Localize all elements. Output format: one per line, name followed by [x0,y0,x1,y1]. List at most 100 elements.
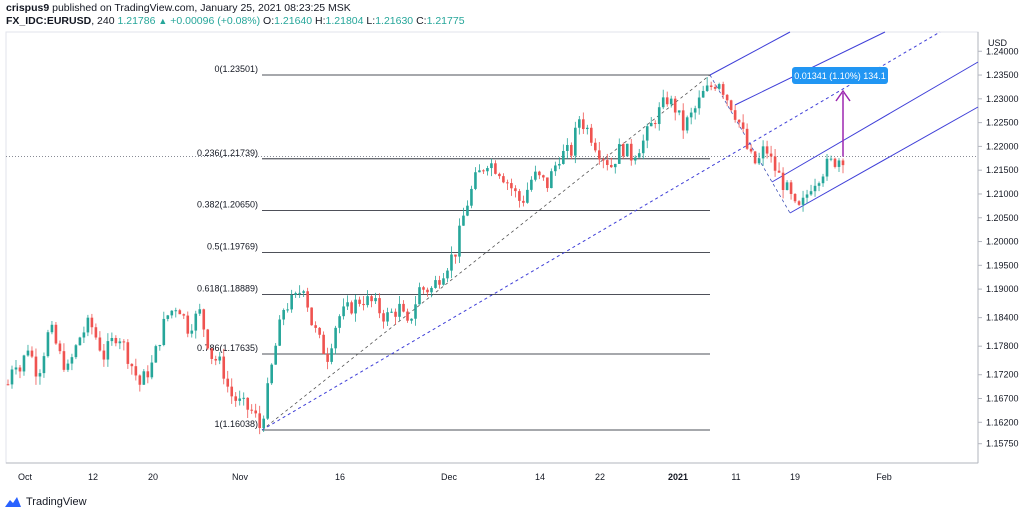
candle-body [182,314,186,316]
candle-body [82,332,86,338]
candle-body [418,287,421,305]
fib-level-label: 0(1.23501) [214,64,258,74]
candle-body [226,378,230,387]
candle-body [781,172,785,190]
candle-body [486,168,489,172]
candle-body [170,310,174,316]
candle-body [462,215,465,226]
y-tick-label: 1.22500 [986,118,1019,128]
candle-body [490,163,493,169]
candle-body [86,317,90,333]
candle-body [773,156,777,171]
candle-body [238,398,242,401]
candle-body [162,318,166,345]
candles [6,76,845,435]
candle-body [554,165,557,172]
candle-body [777,170,781,173]
currency-label: USD [988,38,1008,48]
candle-body [154,346,158,363]
open-value: 1.21640 [274,15,313,27]
candle-body [458,225,461,257]
candle-body [761,146,765,159]
fib-level-label: 0.236(1.21739) [197,148,258,158]
candle-body [122,341,126,343]
candle-body [358,299,361,304]
candle-body [737,119,741,123]
candle-body [70,357,74,364]
chart-header: crispus9 published on TradingView.com, J… [6,2,966,30]
candle-body [677,110,681,113]
y-tick-label: 1.23500 [986,70,1019,80]
candle-body [629,143,633,161]
y-tick-label: 1.16700 [986,394,1019,404]
candle-body [713,86,717,89]
candle-body [38,373,42,377]
brand-label[interactable]: TradingView [26,496,87,508]
candle-body [689,112,693,118]
x-tick-label: Oct [18,472,33,482]
candle-body [546,177,549,189]
candle-body [150,362,154,378]
candle-body [617,144,621,164]
candle-body [198,309,202,314]
pitchfork-lower-line [789,106,979,214]
candle-body [354,299,357,314]
candle-body [282,309,285,320]
candle-body [146,371,150,378]
candle-body [482,170,485,172]
candle-body [338,316,341,328]
candle-body [34,356,38,377]
candle-body [218,356,222,361]
x-tick-label: 11 [731,472,740,482]
candle-body [194,313,198,331]
candle-body [398,303,401,317]
candle-body [402,303,405,312]
candle-body [765,146,769,154]
fib-level-label: 0.382(1.20650) [197,200,258,210]
candle-body [366,296,369,306]
candle-body [98,337,102,351]
candle-body [697,97,701,109]
candle-body [470,188,473,206]
candle-body [78,337,82,346]
x-tick-label: Nov [232,472,249,482]
candle-body [745,128,749,149]
x-tick-label: 12 [88,472,98,482]
candle-body [414,304,417,319]
candle-body [757,158,761,164]
candle-body [430,287,433,293]
candle-body [142,371,146,385]
candle-body [130,363,134,367]
candle-body [342,306,345,317]
y-tick-label: 1.20000 [986,237,1019,247]
candle-body [298,292,301,294]
candle-body [729,100,733,111]
candle-body [326,353,329,362]
candle-body [42,356,46,374]
y-tick-label: 1.22000 [986,141,1019,151]
fib-trend-line [261,74,711,431]
candle-body [817,183,821,186]
candle-body [701,90,705,98]
candle-body [510,183,513,189]
candle-body [94,327,98,338]
author-name[interactable]: crispus9 [6,2,50,14]
candle-body [426,289,429,293]
candle-body [649,123,653,127]
y-tick-label: 1.15750 [986,439,1019,449]
x-tick-label: 19 [790,472,800,482]
candle-body [558,163,561,166]
candle-body [266,383,269,419]
candle-body [538,171,541,176]
candle-body [14,367,18,370]
candle-body [114,337,118,344]
candle-body [530,179,533,190]
candle-body [609,164,613,168]
candle-body [306,291,309,308]
y-tick-label: 1.19500 [986,260,1019,270]
candle-body [478,170,481,173]
candle-body [210,348,214,359]
candle-body [813,185,817,192]
price-change: +0.00096 (+0.08%) [170,15,261,27]
